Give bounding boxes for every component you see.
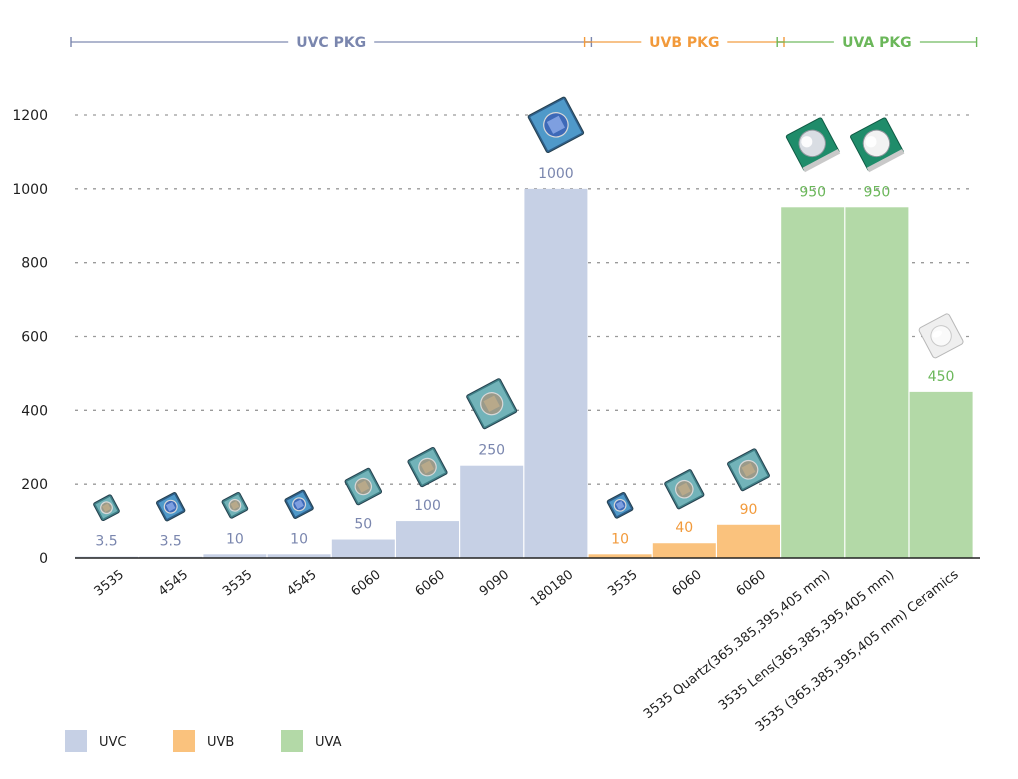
legend: UVC UVB UVA: [65, 730, 342, 752]
bar-uvc: [203, 554, 267, 558]
legend-label: UVB: [207, 735, 234, 750]
legend-swatch: [173, 730, 195, 752]
data-label: 90: [740, 502, 758, 518]
data-label: 10: [611, 531, 629, 547]
bar-uvc: [396, 521, 459, 558]
y-tick-label: 200: [21, 477, 48, 493]
x-tick-label: 3535: [92, 567, 127, 599]
data-label: 40: [675, 520, 693, 536]
package-chip-icon: [606, 491, 634, 519]
group-header-label: UVB PKG: [649, 35, 719, 51]
x-tick-label: 4545: [284, 567, 319, 599]
data-label: 100: [414, 498, 441, 514]
x-tick-label: 3535: [220, 567, 255, 599]
bar-uvb: [588, 554, 652, 558]
bar-uvc: [524, 188, 588, 559]
y-tick-label: 400: [21, 403, 48, 419]
x-tick-label: 3535: [605, 567, 640, 599]
x-tick-label: 9090: [477, 567, 512, 599]
package-chip-icon: [727, 448, 770, 492]
x-tick-label: 6060: [348, 567, 383, 599]
legend-label: UVA: [315, 735, 342, 750]
package-chip-icon: [527, 96, 585, 154]
legend-swatch: [65, 730, 87, 752]
x-tick-label: 6060: [669, 567, 704, 599]
data-label: 950: [799, 184, 826, 200]
bar-uvb: [652, 543, 716, 558]
data-label: 3.5: [160, 534, 182, 550]
package-images: [93, 96, 964, 522]
bar-uvc: [267, 554, 331, 558]
data-label: 250: [478, 443, 505, 459]
bar-uvc: [460, 465, 524, 558]
package-chip-icon: [850, 117, 905, 173]
group-header-label: UVA PKG: [842, 35, 912, 51]
package-chip-icon: [344, 467, 383, 506]
legend-swatch: [281, 730, 303, 752]
group-header-label: UVC PKG: [296, 35, 366, 51]
package-chip-icon: [918, 313, 964, 359]
y-tick-label: 600: [21, 330, 48, 346]
y-axis: 0 200 400 600 800 1000 1200: [12, 108, 48, 567]
bar-uvb: [717, 524, 780, 558]
data-label: 950: [864, 184, 891, 200]
package-chip-icon: [785, 117, 841, 173]
y-tick-label: 800: [21, 256, 48, 272]
bar-uva: [909, 391, 973, 558]
package-chip-icon: [221, 491, 249, 519]
package-chip-icon: [156, 492, 186, 522]
data-label: 10: [226, 531, 244, 547]
bars: [75, 188, 973, 559]
x-axis: 3535 4545 3535 4545 6060 6060 9090 180180 3535 60…: [75, 557, 980, 735]
package-chip-icon: [407, 447, 448, 488]
data-label: 450: [928, 369, 955, 385]
legend-label: UVC: [99, 735, 127, 750]
package-chip-icon: [664, 469, 705, 510]
y-tick-label: 1200: [12, 108, 48, 124]
package-chip-icon: [93, 494, 120, 522]
data-label: 1000: [538, 166, 574, 182]
data-label: 50: [354, 517, 372, 533]
y-tick-label: 0: [39, 551, 48, 567]
y-tick-label: 1000: [12, 182, 48, 198]
x-tick-label: 6060: [734, 567, 769, 599]
data-labels: 3.5 3.5 10 10 50 100 250 1000 10 40 90 950 950 450: [95, 166, 954, 550]
bar-uvc: [331, 539, 395, 558]
data-label: 3.5: [95, 534, 117, 550]
x-tick-label: 180180: [528, 567, 576, 609]
bar-uva: [845, 207, 909, 558]
package-chip-icon: [466, 378, 518, 430]
bar-uva: [781, 207, 845, 558]
group-headers: UVC PKG UVB PKG UVA PKG: [70, 35, 978, 51]
x-tick-label: 4545: [156, 567, 191, 599]
x-tick-label: 6060: [413, 567, 448, 599]
package-chip-icon: [284, 489, 314, 519]
data-label: 10: [290, 531, 308, 547]
